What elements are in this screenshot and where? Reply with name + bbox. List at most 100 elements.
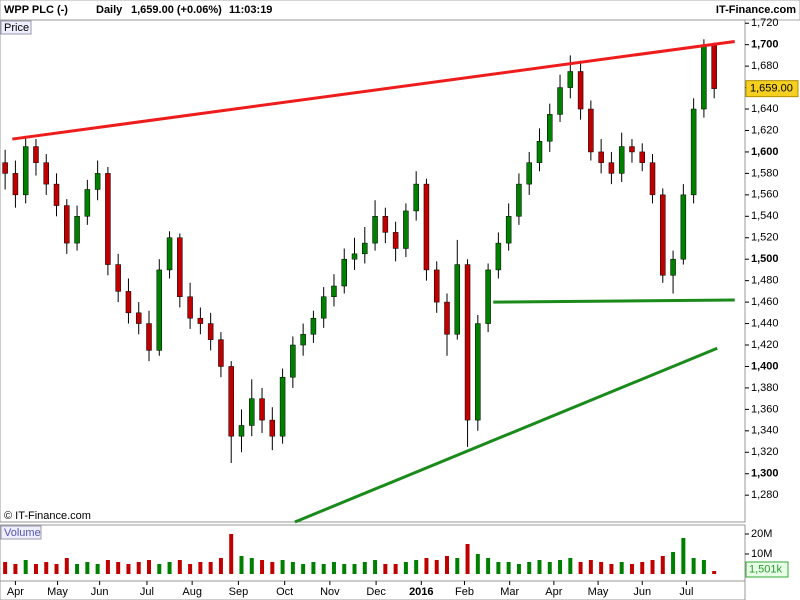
volume-bar bbox=[331, 562, 336, 574]
candle-body bbox=[269, 419, 276, 437]
volume-bar bbox=[95, 564, 100, 574]
volume-bar bbox=[239, 556, 244, 574]
volume-bar bbox=[506, 562, 511, 574]
x-tick-label: Apr bbox=[545, 586, 562, 598]
candle-body bbox=[649, 162, 656, 196]
volume-tag bbox=[0, 525, 42, 540]
period: Daily bbox=[96, 4, 123, 16]
volume-bar bbox=[198, 562, 203, 574]
volume-bar bbox=[75, 564, 80, 574]
x-tick-label: Dec bbox=[366, 586, 386, 598]
candle-body bbox=[618, 146, 625, 174]
y-tick-label: 1,300 bbox=[751, 468, 779, 480]
y-tick-label: 1,480 bbox=[751, 275, 779, 287]
volume-bar bbox=[373, 560, 378, 574]
volume-bar bbox=[455, 558, 460, 574]
candle-body bbox=[711, 44, 717, 89]
y-tick-label: 1,360 bbox=[751, 403, 779, 415]
volume-bar bbox=[157, 564, 162, 574]
candle-body bbox=[218, 339, 224, 367]
volume-bar bbox=[13, 564, 18, 574]
y-tick-label: 1,340 bbox=[751, 425, 779, 437]
x-tick-label: Jul bbox=[679, 586, 693, 598]
volume-bar bbox=[383, 564, 388, 574]
candle-body bbox=[156, 269, 163, 351]
candle-body bbox=[557, 87, 563, 115]
candle-body bbox=[22, 146, 29, 196]
volume-bar bbox=[486, 558, 491, 574]
volume-bar bbox=[547, 562, 552, 574]
volume-bar bbox=[578, 562, 583, 574]
candle-body bbox=[362, 242, 368, 255]
candle-body bbox=[526, 162, 532, 185]
volume-bar bbox=[671, 552, 676, 574]
candle-body bbox=[207, 323, 214, 340]
candle-body bbox=[259, 398, 265, 421]
candle-body bbox=[495, 242, 502, 271]
volume-bar bbox=[44, 562, 49, 574]
candle-body bbox=[94, 173, 101, 190]
candle-body bbox=[177, 237, 183, 297]
volume-bar bbox=[465, 544, 470, 574]
price-tag bbox=[0, 20, 32, 35]
volume-bar bbox=[619, 562, 624, 574]
volume-bar bbox=[208, 562, 213, 574]
candle-body bbox=[505, 216, 512, 244]
candle-body bbox=[403, 210, 409, 249]
candle-body bbox=[33, 146, 39, 163]
candle-body bbox=[680, 194, 687, 260]
volume-bar bbox=[260, 560, 265, 574]
price-label: Price bbox=[4, 22, 29, 34]
volume-bar bbox=[270, 562, 275, 574]
candle-body bbox=[413, 183, 419, 212]
volume-bar bbox=[311, 562, 316, 574]
x-tick-label: Nov bbox=[320, 586, 340, 598]
candle-body bbox=[547, 114, 553, 142]
y-tick-label: 1,520 bbox=[751, 232, 779, 244]
candle-body bbox=[74, 216, 80, 244]
candle-body bbox=[701, 44, 707, 110]
volume-tick-label: 10M bbox=[751, 548, 772, 560]
candle-body bbox=[660, 194, 666, 276]
volume-bar bbox=[321, 564, 326, 574]
candle-body bbox=[197, 317, 204, 324]
volume-bar bbox=[414, 560, 419, 574]
volume-bar bbox=[362, 562, 367, 574]
x-tick-label: Feb bbox=[455, 586, 474, 598]
candle-body bbox=[690, 108, 697, 196]
volume-bar bbox=[105, 560, 110, 574]
candle-body bbox=[84, 189, 91, 217]
candle-body bbox=[310, 317, 317, 335]
volume-bar bbox=[701, 560, 706, 574]
instrument-title: WPP PLC (-) bbox=[4, 4, 68, 16]
candle-body bbox=[320, 296, 327, 319]
y-tick-label: 1,500 bbox=[751, 253, 779, 265]
volume-bar bbox=[136, 562, 141, 574]
y-tick-label: 1,620 bbox=[751, 124, 779, 136]
volume-bar bbox=[516, 564, 521, 574]
volume-bar bbox=[609, 564, 614, 574]
last-price-box bbox=[745, 80, 799, 98]
candle-body bbox=[536, 140, 543, 163]
candle-body bbox=[608, 162, 615, 174]
last-volume-label: 1,501k bbox=[749, 563, 783, 575]
candle-body bbox=[433, 269, 440, 303]
volume-bar bbox=[249, 558, 254, 574]
volume-bar bbox=[537, 560, 542, 574]
source: IT-Finance.com bbox=[716, 4, 796, 16]
volume-label: Volume bbox=[4, 527, 41, 539]
volume-bar bbox=[588, 560, 593, 574]
volume-bar bbox=[691, 558, 696, 574]
candle-body bbox=[135, 312, 142, 324]
y-tick-label: 1,460 bbox=[751, 296, 779, 308]
candle-body bbox=[588, 108, 594, 153]
volume-bar bbox=[167, 562, 172, 574]
candle-body bbox=[670, 258, 676, 276]
candle-body bbox=[249, 398, 255, 426]
candle-body bbox=[146, 323, 152, 351]
volume-bar bbox=[640, 562, 645, 574]
volume-bar bbox=[85, 562, 90, 574]
volume-bar bbox=[403, 562, 408, 574]
y-tick-label: 1,720 bbox=[751, 17, 779, 29]
volume-bar bbox=[558, 560, 563, 574]
